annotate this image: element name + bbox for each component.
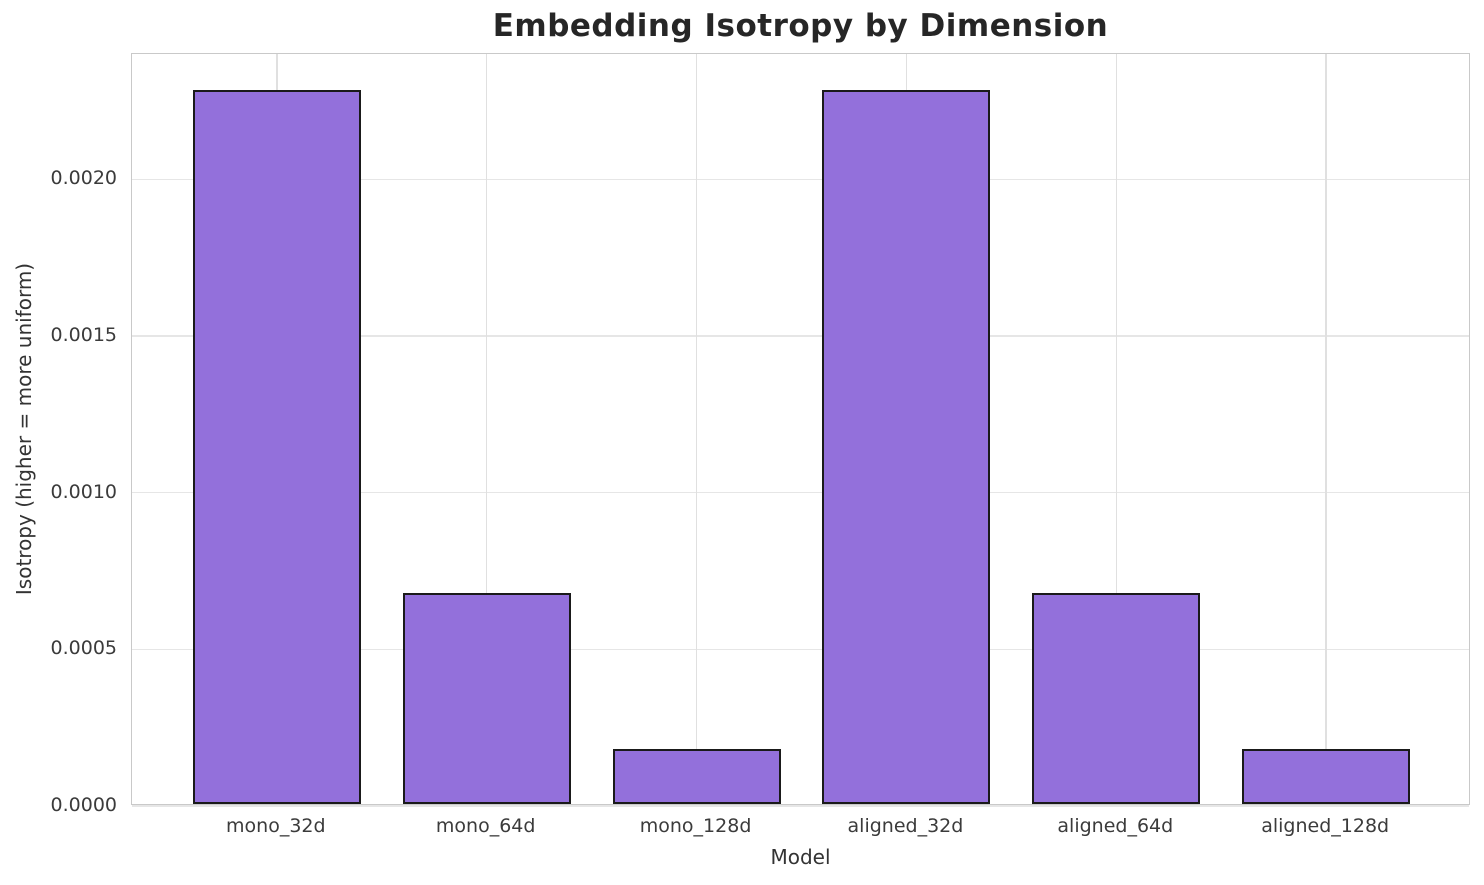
x-tick-label: aligned_32d (847, 815, 964, 837)
gridline-vertical (1325, 54, 1327, 804)
y-tick-label: 0.0000 (50, 794, 117, 816)
bar-aligned_128d (1242, 749, 1411, 804)
y-axis-label: Isotropy (higher = more uniform) (12, 262, 36, 596)
x-tick-label: aligned_64d (1057, 815, 1174, 837)
x-tick-label: mono_64d (435, 815, 536, 837)
gridline-horizontal (132, 805, 1469, 807)
x-tick-label: mono_128d (639, 815, 752, 837)
gridline-vertical (695, 54, 698, 804)
chart-title: Embedding Isotropy by Dimension (492, 8, 1109, 44)
bar-mono_32d (192, 89, 361, 804)
gridline-vertical (485, 54, 488, 804)
bar-mono_128d (612, 749, 781, 804)
y-tick-label: 0.0010 (50, 480, 117, 503)
gridline-horizontal (132, 648, 1469, 651)
y-tick-label: 0.0015 (50, 324, 117, 346)
x-tick-label: mono_32d (226, 815, 326, 837)
x-tick-label: aligned_128d (1261, 815, 1390, 837)
y-tick-label: 0.0020 (50, 167, 117, 190)
y-tick-label: 0.0005 (50, 637, 117, 660)
bar-aligned_64d (1032, 592, 1201, 804)
gridline-horizontal (132, 491, 1469, 494)
bar-aligned_32d (822, 89, 991, 804)
x-axis-label: Model (770, 845, 831, 869)
bar-mono_64d (402, 592, 571, 804)
gridline-horizontal (132, 178, 1469, 181)
gridline-horizontal (132, 335, 1469, 337)
plot-area (131, 53, 1470, 807)
gridline-vertical (1115, 54, 1118, 804)
